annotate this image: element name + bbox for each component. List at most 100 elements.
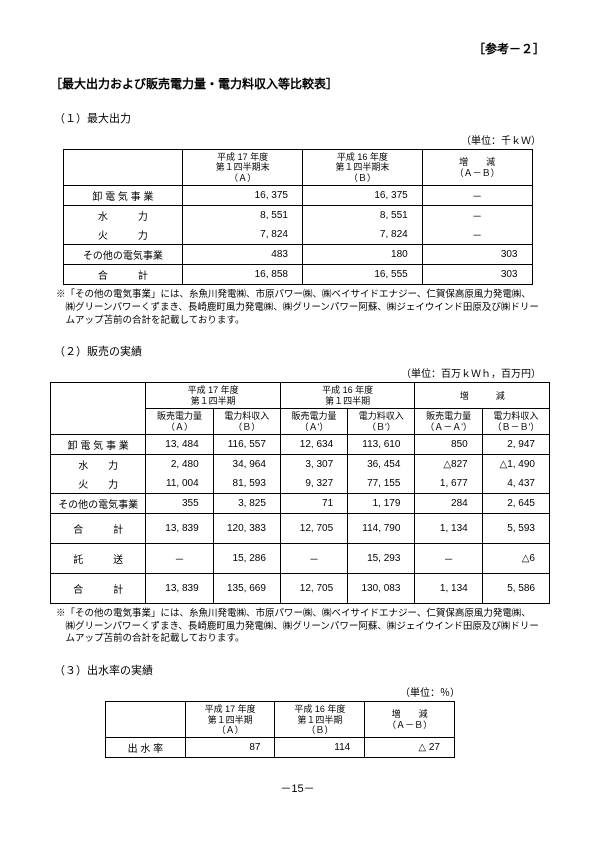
cell-label: 卸 電 気 事 業 <box>51 434 146 454</box>
cell-value: △1, 490 <box>482 454 549 474</box>
cell-value: 3, 825 <box>213 493 280 513</box>
cell-value: － <box>146 543 213 573</box>
cell-value: 355 <box>146 493 213 513</box>
t1-head-diff: 増 減（Ａ－Ｂ） <box>422 150 532 186</box>
cell-value: 9, 327 <box>280 474 347 494</box>
cell-value: 130, 083 <box>348 573 415 603</box>
t2-sub-revD: 電力料収入（Ｂ－Ｂ'） <box>482 409 549 435</box>
cell-value: 15, 293 <box>348 543 415 573</box>
table-row: 卸 電 気 事 業13, 484116, 55712, 634113, 6108… <box>51 434 550 454</box>
cell-value: △6 <box>482 543 549 573</box>
table-row: 合 計13, 839120, 38312, 705114, 7901, 1345… <box>51 513 550 543</box>
cell-value: － <box>422 206 532 226</box>
cell-value: 7, 824 <box>302 225 422 245</box>
cell-value: 5, 586 <box>482 573 549 603</box>
cell-value: 120, 383 <box>213 513 280 543</box>
table-row: 火 力11, 00481, 5939, 32777, 1551, 6774, 4… <box>51 474 550 494</box>
cell-value: 12, 705 <box>280 573 347 603</box>
t3-head-a: 平成 17 年度第１四半期（Ａ） <box>185 702 275 738</box>
cell-value: 113, 610 <box>348 434 415 454</box>
cell-label: 水 力 <box>51 454 146 474</box>
t3-blank-head <box>106 702 186 738</box>
section1-note: ※「その他の電気事業」には、糸魚川発電㈱、市原パワー㈱、㈱ベイサイドエナジー、仁… <box>56 289 539 327</box>
cell-value: 180 <box>302 245 422 265</box>
t2-sub-qtyD: 販売電力量（Ａ－Ａ'） <box>415 409 482 435</box>
cell-label: 火 力 <box>51 474 146 494</box>
cell-value: 15, 286 <box>213 543 280 573</box>
table-sales: 平成 17 年度第１四半期 平成 16 年度第１四半期 増 減 販売電力量（Ａ）… <box>50 382 550 603</box>
t2-sub-revBp: 電力料収入（Ｂ'） <box>348 409 415 435</box>
cell-value: 13, 484 <box>146 434 213 454</box>
cell-value: 1, 134 <box>415 573 482 603</box>
table-row: その他の電気事業3553, 825711, 1792842, 645 <box>51 493 550 513</box>
section2-heading: （２）販売の実績 <box>54 343 545 359</box>
cell-label: その他の電気事業 <box>51 493 146 513</box>
cell-value: 16, 375 <box>183 186 303 206</box>
cell-value: 13, 839 <box>146 573 213 603</box>
cell-label: 合 計 <box>51 573 146 603</box>
reference-tag: ［参考－２］ <box>50 40 545 57</box>
page-number: －15－ <box>50 780 545 796</box>
cell-value: 11, 004 <box>146 474 213 494</box>
t3-row-a: 87 <box>185 738 275 758</box>
t2-sub-qtyAp: 販売電力量（Ａ'） <box>280 409 347 435</box>
cell-label: 合 計 <box>51 513 146 543</box>
cell-label: 託 送 <box>51 543 146 573</box>
table-row: 水 力2, 48034, 9643, 30736, 454△827△1, 490 <box>51 454 550 474</box>
cell-value: 1, 134 <box>415 513 482 543</box>
cell-value: 81, 593 <box>213 474 280 494</box>
t3-row-d: △ 27 <box>365 738 455 758</box>
cell-value: － <box>422 225 532 245</box>
cell-value: 12, 634 <box>280 434 347 454</box>
cell-label: 火 力 <box>63 225 183 245</box>
cell-value: 8, 551 <box>183 206 303 226</box>
t1-blank-head <box>63 150 183 186</box>
cell-value: 2, 480 <box>146 454 213 474</box>
cell-value: 16, 375 <box>302 186 422 206</box>
cell-value: 16, 555 <box>302 265 422 285</box>
cell-value: 303 <box>422 265 532 285</box>
cell-value: 2, 645 <box>482 493 549 513</box>
table-row: 卸 電 気 事 業16, 37516, 375－ <box>63 186 532 206</box>
section2-unit: （単位：百万ｋＷｈ，百万円） <box>50 365 541 380</box>
cell-label: 卸 電 気 事 業 <box>63 186 183 206</box>
cell-value: － <box>422 186 532 206</box>
section3-heading: （３）出水率の実績 <box>54 662 545 678</box>
table-row: 合 計13, 839135, 66912, 705130, 0831, 1345… <box>51 573 550 603</box>
cell-value: 12, 705 <box>280 513 347 543</box>
section1-heading: （１）最大出力 <box>54 110 545 126</box>
page-title: ［最大出力および販売電力量・電力料収入等比較表］ <box>50 75 545 92</box>
t2-head-gdiff: 増 減 <box>415 383 550 409</box>
cell-label: 合 計 <box>63 265 183 285</box>
t3-row-b: 114 <box>275 738 365 758</box>
cell-value: 3, 307 <box>280 454 347 474</box>
cell-label: その他の電気事業 <box>63 245 183 265</box>
cell-value: 2, 947 <box>482 434 549 454</box>
cell-value: 16, 858 <box>183 265 303 285</box>
cell-value: 36, 454 <box>348 454 415 474</box>
cell-value: 71 <box>280 493 347 513</box>
t1-head-a: 平成 17 年度第１四半期末（Ａ） <box>183 150 303 186</box>
t3-head-diff: 増 減（Ａ－Ｂ） <box>365 702 455 738</box>
t1-head-b: 平成 16 年度第１四半期末（Ｂ） <box>302 150 422 186</box>
cell-value: 1, 677 <box>415 474 482 494</box>
table-row: 合 計16, 85816, 555303 <box>63 265 532 285</box>
cell-value: 303 <box>422 245 532 265</box>
cell-value: 1, 179 <box>348 493 415 513</box>
table-max-output: 平成 17 年度第１四半期末（Ａ） 平成 16 年度第１四半期末（Ｂ） 増 減（… <box>63 149 533 285</box>
cell-value: － <box>415 543 482 573</box>
cell-value: 8, 551 <box>302 206 422 226</box>
cell-value: 13, 839 <box>146 513 213 543</box>
cell-value: 284 <box>415 493 482 513</box>
t2-sub-revB: 電力料収入（Ｂ） <box>213 409 280 435</box>
cell-label: 水 力 <box>63 206 183 226</box>
t3-head-b: 平成 16 年度第１四半期（Ｂ） <box>275 702 365 738</box>
t2-head-g17: 平成 17 年度第１四半期 <box>146 383 281 409</box>
table-row: 出 水 率 87 114 △ 27 <box>106 738 455 758</box>
cell-value: 114, 790 <box>348 513 415 543</box>
cell-value: 77, 155 <box>348 474 415 494</box>
t2-blank-head <box>51 383 146 434</box>
cell-value: △827 <box>415 454 482 474</box>
t2-sub-qtyA: 販売電力量（Ａ） <box>146 409 213 435</box>
section3-unit: （単位：％） <box>50 684 460 699</box>
